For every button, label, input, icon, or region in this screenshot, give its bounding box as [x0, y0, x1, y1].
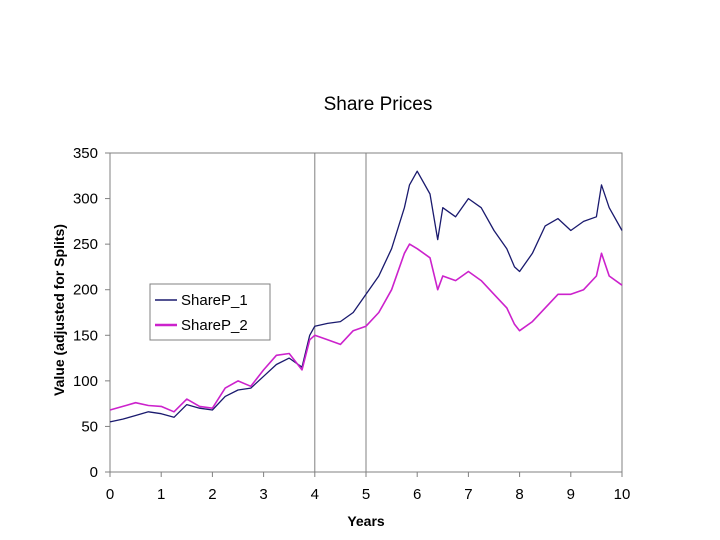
y-axis-label: Value (adjusted for Splits) [51, 224, 67, 396]
series-layer [109, 170, 623, 423]
y-tick-label-5: 250 [73, 236, 98, 253]
y-tick-label-0: 0 [90, 464, 98, 481]
y-tick-label-4: 200 [73, 282, 98, 299]
y-tick-label-3: 150 [73, 327, 98, 344]
x-tick-label-7: 7 [464, 486, 472, 503]
x-tick-label-6: 6 [413, 486, 421, 503]
x-axis-label: Years [347, 513, 385, 529]
x-tick-label-4: 4 [311, 486, 319, 503]
legend-label-sharep-2: ShareP_2 [181, 317, 248, 334]
x-axis: 0 1 2 3 4 5 6 7 8 9 10 [106, 472, 631, 503]
x-tick-label-3: 3 [259, 486, 267, 503]
series-line-sharep-1 [109, 170, 623, 423]
y-tick-label-7: 350 [73, 145, 98, 162]
x-tick-label-9: 9 [567, 486, 575, 503]
legend: ShareP_1 ShareP_2 [149, 283, 271, 341]
x-tick-label-5: 5 [362, 486, 370, 503]
legend-box [149, 283, 271, 341]
x-tick-label-0: 0 [106, 486, 114, 503]
y-tick-label-1: 50 [81, 418, 98, 435]
y-tick-label-6: 300 [73, 191, 98, 208]
series-line-sharep-2 [109, 243, 623, 413]
x-tick-label-8: 8 [515, 486, 523, 503]
x-tick-label-2: 2 [208, 486, 216, 503]
vertical-reference-lines [314, 153, 367, 472]
x-tick-label-10: 10 [614, 486, 631, 503]
chart-title: Share Prices [324, 94, 433, 115]
legend-label-sharep-1: ShareP_1 [181, 292, 248, 309]
y-axis: 0 50 100 150 200 250 300 350 [73, 145, 110, 481]
y-tick-label-2: 100 [73, 373, 98, 390]
x-tick-label-1: 1 [157, 486, 165, 503]
